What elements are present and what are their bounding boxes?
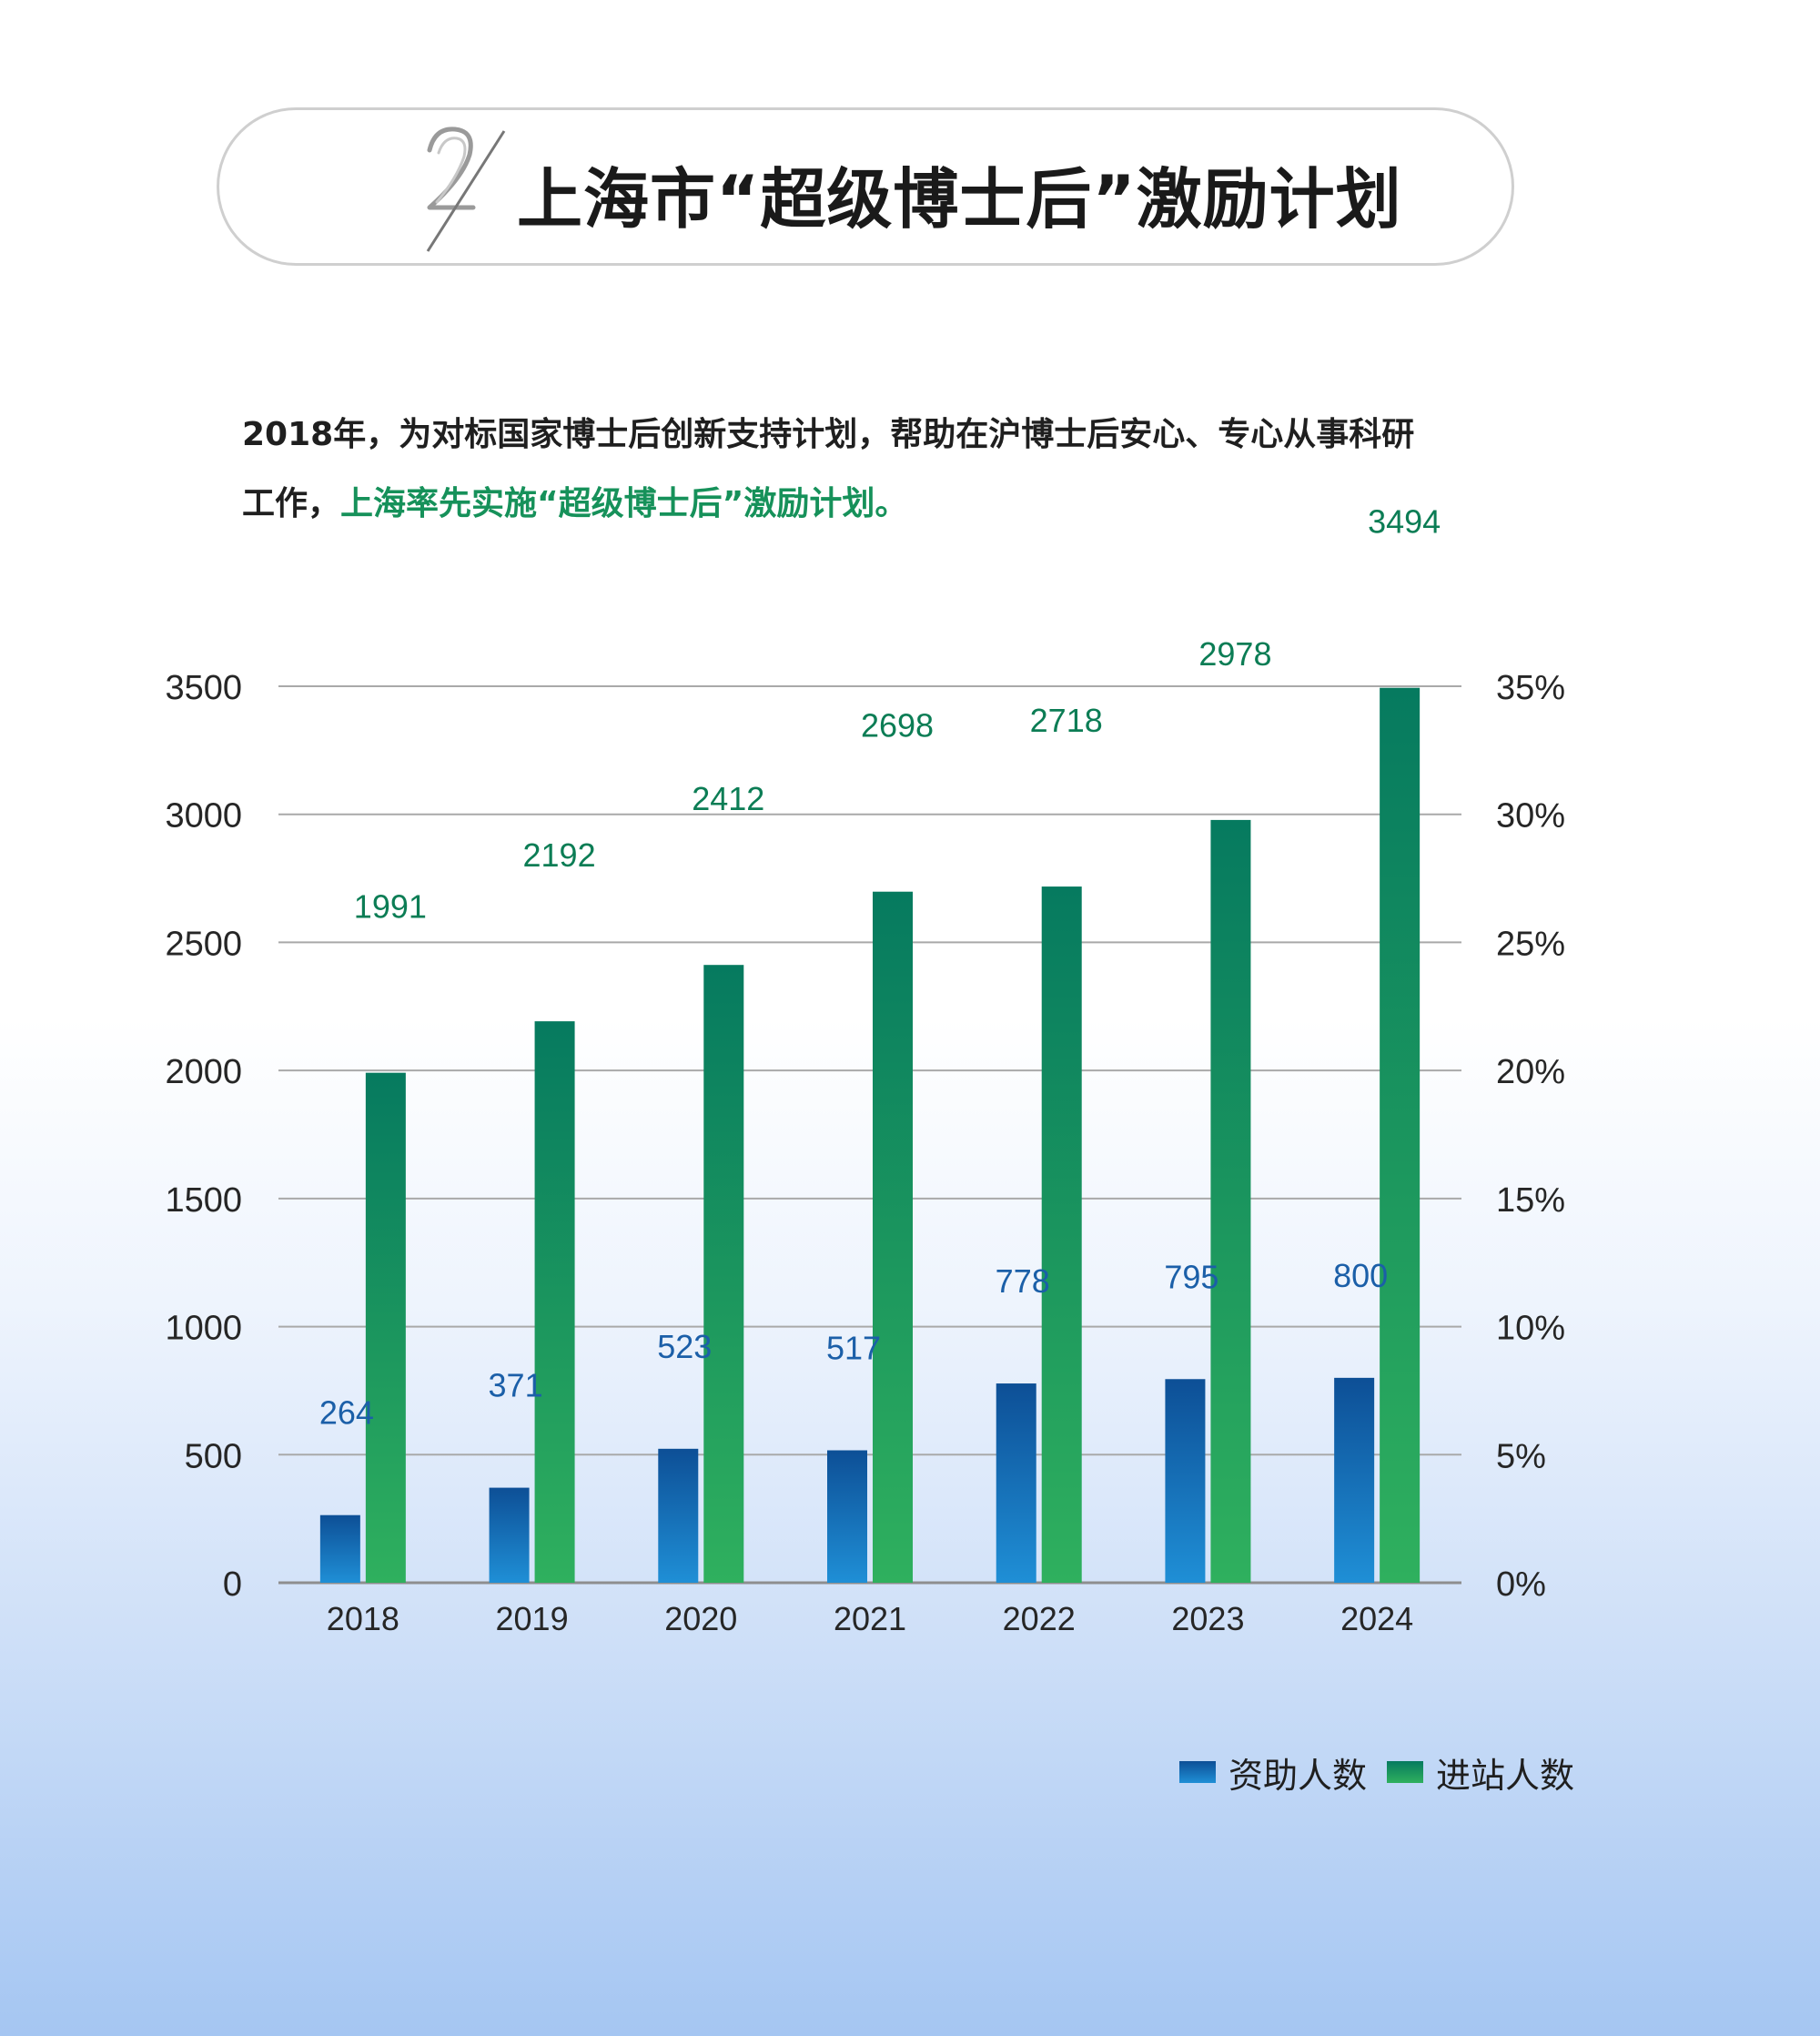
data-label-entered: 1991 <box>354 888 427 926</box>
y-tick-label: 1500 <box>165 1181 242 1220</box>
intro-highlight: 上海率先实施“超级博士后”激励计划。 <box>340 485 908 522</box>
bar-funded-2020 <box>658 1448 699 1583</box>
bar-entered-2021 <box>873 891 913 1583</box>
legend-swatch-green <box>1387 1761 1423 1783</box>
data-label-funded: 371 <box>489 1367 543 1404</box>
x-tick-label: 2024 <box>1340 1600 1413 1637</box>
y2-tick-label: 30% <box>1496 797 1565 836</box>
gridlines <box>278 685 1461 1585</box>
y2-tick-label: 35% <box>1496 669 1565 707</box>
y-tick-label: 3500 <box>165 669 242 707</box>
y-tick-label: 2500 <box>165 925 242 963</box>
bars <box>319 687 1421 1583</box>
data-label-entered: 3494 <box>1368 503 1441 541</box>
bar-entered-2023 <box>1210 819 1251 1583</box>
bar-entered-2024 <box>1380 687 1421 1583</box>
legend-label-0: 资助人数 <box>1228 1755 1368 1796</box>
data-label-funded: 778 <box>996 1262 1050 1300</box>
y2-tick-label: 20% <box>1496 1053 1565 1091</box>
y-tick-label: 500 <box>185 1437 242 1475</box>
y2-tick-label: 15% <box>1496 1181 1565 1220</box>
title-pill <box>217 107 1514 266</box>
data-label-funded: 523 <box>657 1328 712 1365</box>
x-tick-label: 2023 <box>1171 1600 1244 1637</box>
y-tick-label: 2000 <box>165 1053 242 1091</box>
bar-entered-2019 <box>534 1021 575 1583</box>
data-label-funded: 795 <box>1164 1258 1218 1295</box>
intro-line-2: 工作，上海率先实施“超级博士后”激励计划。 <box>242 470 1414 539</box>
y2-tick-label: 10% <box>1496 1310 1565 1348</box>
labels: 0 0% 500 5% 1000 10% 1500 15% 2000 20% 2500 25% 3000… <box>165 503 1565 1637</box>
data-label-funded: 800 <box>1333 1257 1388 1294</box>
page-title: 上海市“超级博士后”激励计划 <box>517 161 1402 238</box>
bar-funded-2024 <box>1334 1377 1375 1583</box>
data-label-entered: 2718 <box>1030 702 1103 739</box>
data-label-entered: 2192 <box>523 836 596 874</box>
x-tick-label: 2018 <box>327 1600 399 1637</box>
bar-entered-2022 <box>1041 886 1082 1583</box>
x-tick-label: 2020 <box>664 1600 737 1637</box>
legend-item-1: 进站人数 <box>1387 1749 1575 1796</box>
bar-funded-2018 <box>319 1514 360 1583</box>
bar-entered-2018 <box>365 1072 406 1583</box>
legend-swatch-blue <box>1179 1761 1216 1783</box>
legend-label-1: 进站人数 <box>1436 1755 1575 1796</box>
intro-line-2-prefix: 工作， <box>242 485 341 522</box>
data-label-entered: 2412 <box>692 780 764 817</box>
y-tick-label: 3000 <box>165 797 242 836</box>
x-tick-label: 2019 <box>496 1600 569 1637</box>
data-label-funded: 517 <box>826 1330 881 1367</box>
y2-tick-label: 5% <box>1496 1437 1546 1475</box>
x-tick-label: 2022 <box>1003 1600 1076 1637</box>
bar-entered-2020 <box>703 965 744 1583</box>
y-tick-label: 1000 <box>165 1310 242 1348</box>
section-number-icon <box>426 127 506 252</box>
y2-tick-label: 25% <box>1496 925 1565 963</box>
bar-funded-2023 <box>1165 1379 1206 1583</box>
data-label-entered: 2698 <box>861 707 934 745</box>
y-tick-label: 0 <box>223 1565 242 1604</box>
y2-tick-label: 0% <box>1496 1565 1546 1604</box>
intro-paragraph: 2018年，为对标国家博士后创新支持计划，帮助在沪博士后安心、专心从事科研 工作… <box>242 400 1414 539</box>
bar-funded-2019 <box>489 1487 530 1583</box>
legend-item-0: 资助人数 <box>1179 1749 1368 1796</box>
intro-line-1: 2018年，为对标国家博士后创新支持计划，帮助在沪博士后安心、专心从事科研 <box>242 416 1415 453</box>
bar-funded-2021 <box>827 1450 867 1583</box>
data-label-entered: 2978 <box>1198 635 1271 673</box>
bar-funded-2022 <box>996 1383 1036 1583</box>
x-tick-label: 2021 <box>834 1600 906 1637</box>
data-label-funded: 264 <box>319 1394 374 1432</box>
